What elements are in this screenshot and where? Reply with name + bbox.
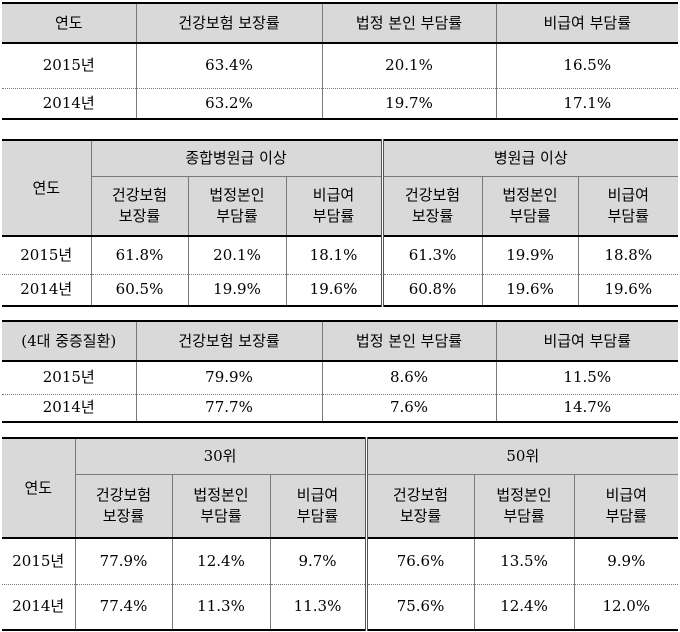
value-cell: 11.3% bbox=[171, 583, 270, 630]
coverage-table-top-diseases: 연도 30위 50위 건강보험 보장률 법정본인 부담률 비급여 부담률 건강보험 보장… bbox=[2, 437, 679, 631]
header-row: (4대 중증질환) 건강보험 보장률 법정 본인 부담률 비급여 부담률 bbox=[2, 321, 678, 362]
value-cell: 61.3% bbox=[380, 236, 483, 274]
value-cell: 9.7% bbox=[269, 538, 367, 584]
value-cell: 18.1% bbox=[285, 236, 383, 274]
header-row: 연도 건강보험 보장률 법정 본인 부담률 비급여 부담률 bbox=[2, 3, 678, 44]
value-cell: 77.7% bbox=[135, 393, 322, 422]
subheader-statutory: 법정본인 부담률 bbox=[187, 176, 286, 237]
header-row: 연도 30위 50위 bbox=[2, 438, 679, 539]
header-row: 연도 종합병원급 이상 병원급 이상 bbox=[2, 140, 679, 237]
subheader-statutory: 법정본인 부담률 bbox=[473, 474, 575, 539]
value-cell: 19.6% bbox=[285, 273, 383, 306]
coverage-table-overall: 연도 건강보험 보장률 법정 본인 부담률 비급여 부담률 2015년 63.4… bbox=[2, 2, 678, 120]
header-year: 연도 bbox=[2, 140, 91, 237]
value-cell: 77.9% bbox=[74, 538, 172, 584]
table-row: 2015년 63.4% 20.1% 16.5% bbox=[2, 43, 678, 88]
group-header-general-hospital: 종합병원급 이상 bbox=[90, 140, 383, 177]
table-row: 2014년 77.7% 7.6% 14.7% bbox=[2, 393, 678, 422]
value-cell: 16.5% bbox=[495, 43, 678, 88]
header-noncovered: 비급여 부담률 bbox=[495, 3, 678, 44]
value-cell: 20.1% bbox=[321, 43, 496, 88]
subheader-noncovered: 비급여 부담률 bbox=[285, 176, 383, 237]
subheader-coverage: 건강보험 보장률 bbox=[380, 176, 483, 237]
year-cell: 2014년 bbox=[2, 87, 136, 119]
value-cell: 77.4% bbox=[74, 583, 172, 630]
value-cell: 12.4% bbox=[171, 538, 270, 584]
table-row: 2014년 77.4% 11.3% 11.3% 75.6% 12.4% 12.0… bbox=[2, 583, 679, 630]
year-cell: 2015년 bbox=[20, 245, 73, 264]
header-coverage: 건강보험 보장률 bbox=[135, 321, 322, 362]
value-cell: 63.4% bbox=[135, 43, 322, 88]
year-cell: 2014년 bbox=[2, 393, 136, 422]
value-cell: 19.7% bbox=[321, 87, 496, 119]
value-cell: 63.2% bbox=[135, 87, 322, 119]
table-row: 2015년 77.9% 12.4% 9.7% 76.6% 13.5% 9.9% bbox=[2, 538, 679, 584]
header-category: (4대 중증질환) bbox=[2, 321, 136, 362]
value-cell: 60.8% bbox=[380, 273, 483, 306]
value-cell: 19.6% bbox=[577, 273, 679, 306]
table-row: 2014년 63.2% 19.7% 17.1% bbox=[2, 87, 678, 119]
header-noncovered: 비급여 부담률 bbox=[495, 321, 678, 362]
value-cell: 19.9% bbox=[187, 273, 286, 306]
value-cell: 8.6% bbox=[321, 361, 496, 394]
coverage-table-major-diseases: (4대 중증질환) 건강보험 보장률 법정 본인 부담률 비급여 부담률 201… bbox=[2, 320, 678, 423]
subheader-statutory: 법정본인 부담률 bbox=[481, 176, 579, 237]
value-cell: 11.3% bbox=[269, 583, 367, 630]
subheader-coverage: 건강보험 보장률 bbox=[90, 176, 188, 237]
value-cell: 14.7% bbox=[495, 393, 678, 422]
value-cell: 79.9% bbox=[135, 361, 322, 394]
year-cell: 2015년 bbox=[42, 56, 95, 75]
subheader-coverage: 건강보험 보장률 bbox=[74, 474, 172, 539]
year-cell: 2014년 bbox=[2, 273, 91, 306]
year-cell: 2014년 bbox=[2, 583, 75, 630]
subheader-noncovered: 비급여 부담률 bbox=[269, 474, 367, 539]
header-coverage: 건강보험 보장률 bbox=[135, 3, 322, 44]
header-statutory: 법정 본인 부담률 bbox=[321, 3, 496, 44]
table-row: 2015년 79.9% 8.6% 11.5% bbox=[2, 361, 678, 394]
group-header-hospital: 병원급 이상 bbox=[380, 140, 679, 177]
subheader-noncovered: 비급여 부담률 bbox=[577, 176, 679, 237]
value-cell: 19.9% bbox=[481, 236, 579, 274]
group-header-top50: 50위 bbox=[364, 438, 679, 475]
subheader-noncovered: 비급여 부담률 bbox=[573, 474, 679, 539]
group-header-top30: 30위 bbox=[74, 438, 367, 475]
value-cell: 19.6% bbox=[481, 273, 579, 306]
table-row: 2015년 61.8% 20.1% 18.1% 61.3% 19.9% 18.8… bbox=[2, 236, 679, 274]
value-cell: 75.6% bbox=[364, 583, 475, 630]
value-cell: 11.5% bbox=[495, 361, 678, 394]
value-cell: 9.9% bbox=[573, 538, 679, 584]
value-cell: 20.1% bbox=[187, 236, 286, 274]
table-row: 2014년 60.5% 19.9% 19.6% 60.8% 19.6% 19.6… bbox=[2, 273, 679, 306]
year-cell: 2015년 bbox=[42, 368, 95, 387]
header-statutory: 법정 본인 부담률 bbox=[321, 321, 496, 362]
value-cell: 7.6% bbox=[321, 393, 496, 422]
subheader-row: 건강보험 보장률 법정본인 부담률 비급여 부담률 건강보험 보장률 법정본인 부담률 비… bbox=[2, 474, 679, 539]
value-cell: 12.0% bbox=[573, 583, 679, 630]
value-cell: 13.5% bbox=[473, 538, 575, 584]
subheader-statutory: 법정본인 부담률 bbox=[171, 474, 270, 539]
value-cell: 12.4% bbox=[473, 583, 575, 630]
value-cell: 18.8% bbox=[577, 236, 679, 274]
header-year: 연도 bbox=[2, 3, 136, 44]
subheader-coverage: 건강보험 보장률 bbox=[364, 474, 475, 539]
value-cell: 76.6% bbox=[364, 538, 475, 584]
subheader-row: 건강보험 보장률 법정본인 부담률 비급여 부담률 건강보험 보장률 법정본인 부담률 비… bbox=[2, 176, 679, 237]
header-year: 연도 bbox=[2, 438, 75, 539]
value-cell: 60.5% bbox=[90, 273, 188, 306]
year-cell: 2015년 bbox=[12, 551, 65, 570]
value-cell: 61.8% bbox=[90, 236, 188, 274]
coverage-table-hospital: 연도 종합병원급 이상 병원급 이상 건강보험 보장률 법정본인 부담률 비급여 부담… bbox=[2, 139, 679, 307]
value-cell: 17.1% bbox=[495, 87, 678, 119]
